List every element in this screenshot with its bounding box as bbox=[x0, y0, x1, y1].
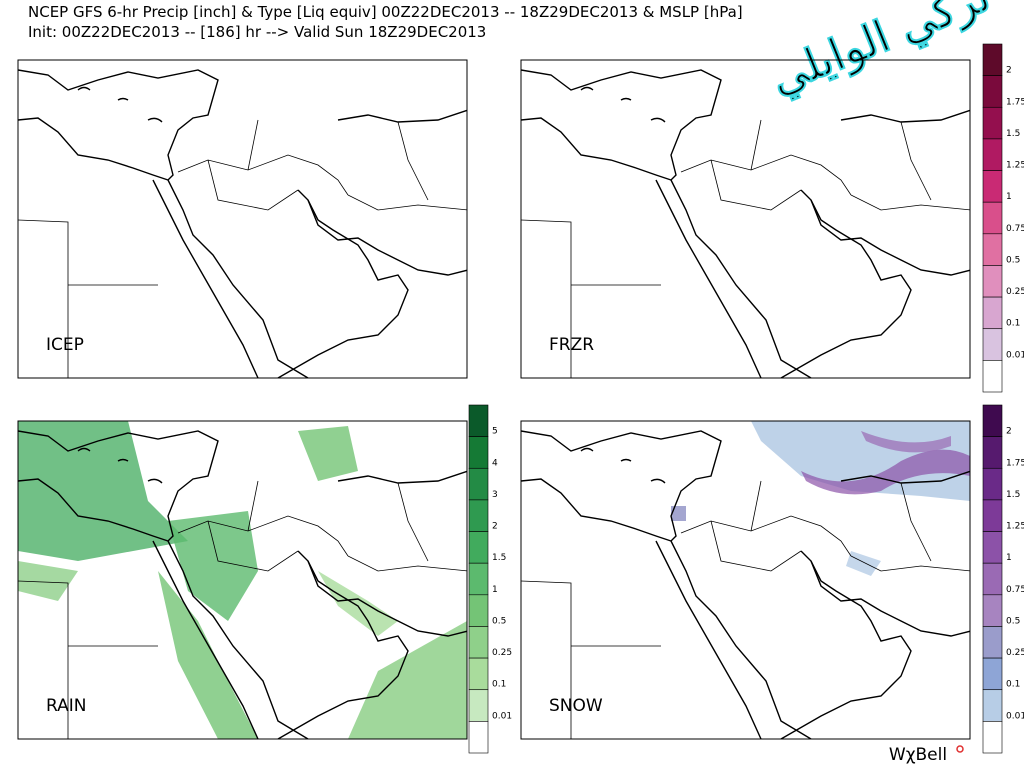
colorbar-label: 0.01 bbox=[492, 711, 512, 721]
precip-area bbox=[751, 421, 970, 501]
colorbar-box bbox=[468, 531, 489, 564]
colorbar-label: 1.5 bbox=[1006, 129, 1020, 139]
colorbar-box bbox=[982, 689, 1003, 722]
header-line: Init: 00Z22DEC2013 -- [186] hr --> Valid… bbox=[28, 23, 486, 41]
brand-dot bbox=[956, 745, 964, 753]
colorbar-label: 2 bbox=[492, 522, 498, 532]
panel-label: ICEP bbox=[46, 335, 84, 355]
precip-area bbox=[861, 431, 951, 453]
colorbar-label: 1.5 bbox=[492, 553, 506, 563]
colorbar-label: 2 bbox=[1006, 427, 1012, 437]
brand: WχBell bbox=[889, 745, 947, 765]
colorbar-label: 1.25 bbox=[1006, 522, 1024, 532]
panel-label: SNOW bbox=[549, 696, 603, 716]
panel-label: FRZR bbox=[549, 335, 594, 355]
colorbar-box bbox=[982, 233, 1003, 266]
colorbar-box bbox=[982, 360, 1003, 393]
colorbar-label: 0.25 bbox=[1006, 287, 1024, 297]
colorbar-label: 1.25 bbox=[1006, 161, 1024, 171]
map-panel: SNOW bbox=[520, 420, 971, 740]
colorbar-label: 1 bbox=[492, 585, 498, 595]
colorbar-label: 3 bbox=[492, 490, 498, 500]
panel-frame bbox=[520, 420, 971, 740]
colorbar-box bbox=[982, 436, 1003, 469]
map-content bbox=[521, 69, 970, 378]
colorbar-label: 1.75 bbox=[1006, 458, 1024, 468]
colorbar-label: 1.5 bbox=[1006, 490, 1020, 500]
precip-area bbox=[18, 561, 78, 601]
colorbar-box bbox=[468, 467, 489, 501]
colorbar-box bbox=[982, 265, 1003, 298]
colorbar-box bbox=[468, 626, 489, 659]
map-panel: ICEP bbox=[17, 59, 468, 379]
precip-area bbox=[348, 621, 467, 739]
colorbar-box bbox=[982, 170, 1003, 203]
precip-area bbox=[671, 506, 686, 521]
precip-area bbox=[298, 426, 358, 481]
colorbar-box bbox=[468, 436, 489, 469]
map-outline bbox=[18, 69, 467, 378]
colorbar-box bbox=[982, 43, 1003, 76]
colorbar-box bbox=[468, 657, 489, 691]
colorbar-label: 0.1 bbox=[1006, 319, 1020, 329]
colorbar-box bbox=[468, 562, 489, 596]
colorbar-label: 1.75 bbox=[1006, 97, 1024, 107]
colorbar-box bbox=[982, 531, 1003, 564]
colorbar-box bbox=[982, 657, 1003, 691]
panel-label: RAIN bbox=[46, 696, 86, 716]
colorbar-box bbox=[468, 499, 489, 532]
colorbar-label: 0.25 bbox=[492, 648, 512, 658]
colorbar-box bbox=[982, 467, 1003, 501]
colorbar-label: 0.01 bbox=[1006, 711, 1024, 721]
colorbar-label: 0.75 bbox=[1006, 224, 1024, 234]
colorbar-box bbox=[468, 689, 489, 722]
watermark: تركي الوايلي bbox=[763, 0, 997, 105]
precip-area bbox=[318, 571, 398, 636]
colorbar-box bbox=[982, 594, 1003, 627]
colorbar-label: 1 bbox=[1006, 553, 1012, 563]
precip-area bbox=[801, 449, 970, 495]
colorbar-label: 0.1 bbox=[1006, 680, 1020, 690]
header-line: NCEP GFS 6-hr Precip [inch] & Type [Liq … bbox=[28, 3, 743, 21]
colorbar-label: 0.01 bbox=[1006, 350, 1024, 360]
colorbar-box bbox=[982, 138, 1003, 171]
map-panel: FRZR bbox=[520, 59, 971, 379]
map-outline bbox=[521, 69, 970, 378]
colorbar-label: 0.5 bbox=[1006, 616, 1020, 626]
map-content bbox=[521, 421, 970, 739]
colorbar-box bbox=[982, 626, 1003, 659]
colorbar-label: 0.5 bbox=[1006, 255, 1020, 265]
panel-frame bbox=[520, 59, 971, 379]
colorbar-label: 1 bbox=[1006, 192, 1012, 202]
colorbar-box bbox=[982, 499, 1003, 532]
colorbar-box bbox=[982, 296, 1003, 330]
colorbar-label: 4 bbox=[492, 458, 498, 468]
map-panel: RAIN bbox=[17, 420, 468, 740]
colorbar-box bbox=[982, 328, 1003, 361]
colorbar-box bbox=[982, 201, 1003, 235]
colorbar-label: 0.25 bbox=[1006, 648, 1024, 658]
colorbar-label: 5 bbox=[492, 427, 498, 437]
colorbar-label: 0.1 bbox=[492, 680, 506, 690]
colorbar-box bbox=[982, 75, 1003, 108]
panel-frame bbox=[17, 59, 468, 379]
colorbar-label: 2 bbox=[1006, 66, 1012, 76]
colorbar-box bbox=[468, 594, 489, 627]
colorbar-label: 0.5 bbox=[492, 616, 506, 626]
precip-area bbox=[158, 571, 258, 739]
precip-area bbox=[168, 511, 258, 621]
panel-frame bbox=[17, 420, 468, 740]
colorbar-box bbox=[468, 404, 489, 437]
colorbar-box bbox=[982, 404, 1003, 437]
precip-area bbox=[846, 551, 881, 576]
colorbar-box bbox=[982, 106, 1003, 140]
colorbar-label: 0.75 bbox=[1006, 585, 1024, 595]
colorbar-box bbox=[468, 721, 489, 754]
colorbar-box bbox=[982, 562, 1003, 596]
map-content bbox=[18, 421, 467, 739]
colorbar-box bbox=[982, 721, 1003, 754]
map-content bbox=[18, 69, 467, 378]
precip-area bbox=[18, 421, 188, 561]
